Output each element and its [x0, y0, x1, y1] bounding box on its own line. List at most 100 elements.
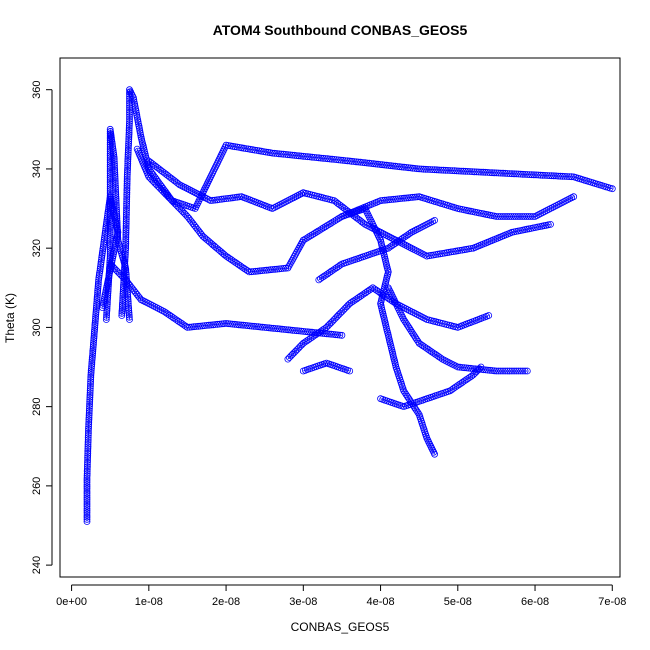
data-point [423, 252, 431, 260]
data-point [376, 161, 384, 168]
data-point [365, 159, 373, 167]
data-point [164, 310, 172, 318]
data-point [83, 505, 91, 512]
data-point [100, 240, 107, 248]
data-point [94, 287, 102, 295]
data-point [568, 173, 575, 181]
data-point [248, 322, 256, 330]
data-point [260, 266, 268, 274]
data-point [84, 438, 92, 446]
data-point [106, 233, 114, 240]
data-point [220, 320, 228, 328]
data-point [252, 323, 260, 330]
data-point [484, 366, 492, 374]
data-point [122, 229, 130, 237]
data-point [123, 186, 131, 194]
data-point [256, 267, 264, 275]
data-point [86, 405, 93, 412]
data-point [229, 194, 237, 202]
data-point [112, 186, 119, 194]
data-point [317, 327, 325, 335]
data-point [249, 146, 257, 154]
data-point [525, 213, 532, 220]
data-point [106, 220, 114, 227]
data-point [299, 327, 307, 335]
data-point [125, 307, 133, 314]
plot-frame [59, 57, 621, 578]
data-point [124, 157, 132, 165]
data-point [110, 151, 118, 159]
data-point [411, 164, 419, 172]
data-point [251, 146, 259, 154]
data-point [385, 295, 393, 303]
data-point [123, 171, 131, 179]
data-point [468, 168, 476, 176]
data-point [92, 306, 100, 314]
data-point [379, 196, 387, 204]
data-point [103, 313, 110, 321]
data-point [162, 309, 170, 317]
data-point [85, 411, 93, 419]
data-point [425, 252, 433, 260]
data-point [83, 478, 91, 486]
data-point [346, 157, 354, 165]
data-point [358, 291, 366, 299]
data-point [433, 351, 441, 359]
data-point [383, 161, 391, 169]
data-point [125, 133, 133, 141]
data-point [378, 290, 386, 298]
data-point [119, 285, 127, 293]
data-point [107, 127, 114, 135]
data-point [257, 147, 265, 155]
data-point [409, 193, 417, 201]
data-point [303, 337, 311, 345]
data-point [247, 268, 255, 276]
data-point [106, 228, 114, 236]
data-point [93, 293, 101, 301]
data-point [546, 172, 553, 180]
data-point [124, 155, 132, 163]
data-point [336, 214, 344, 222]
data-point [118, 307, 126, 315]
data-point [83, 465, 91, 473]
data-point [95, 274, 103, 282]
data-point [376, 289, 384, 297]
data-point [353, 295, 361, 303]
data-point [534, 223, 541, 231]
data-point [95, 271, 103, 279]
data-point [434, 250, 442, 258]
data-point [254, 323, 262, 331]
data-point [97, 260, 105, 268]
data-point [343, 157, 351, 165]
data-point [523, 367, 531, 375]
y-tick-label: 340 [31, 160, 43, 178]
data-point [88, 362, 95, 370]
data-point [85, 423, 92, 430]
data-point [337, 156, 345, 164]
data-point [87, 378, 94, 386]
data-point [278, 325, 286, 333]
data-point [192, 323, 200, 330]
data-point [83, 507, 91, 515]
series-trace [387, 287, 528, 372]
data-point [90, 336, 98, 344]
data-point [341, 157, 349, 165]
data-point [250, 268, 257, 275]
data-point [380, 161, 388, 169]
data-point [407, 194, 415, 201]
data-point [224, 194, 232, 202]
data-point [123, 195, 131, 203]
data-point [421, 343, 428, 351]
data-point [93, 302, 100, 310]
data-point [132, 109, 140, 117]
data-point [523, 171, 531, 178]
data-point [269, 324, 277, 332]
data-point [106, 252, 114, 260]
data-point [84, 454, 91, 462]
data-point [448, 386, 456, 394]
data-point [521, 367, 529, 375]
data-point [126, 118, 133, 125]
data-point [86, 402, 93, 410]
data-point [83, 518, 91, 525]
data-point [548, 172, 555, 180]
